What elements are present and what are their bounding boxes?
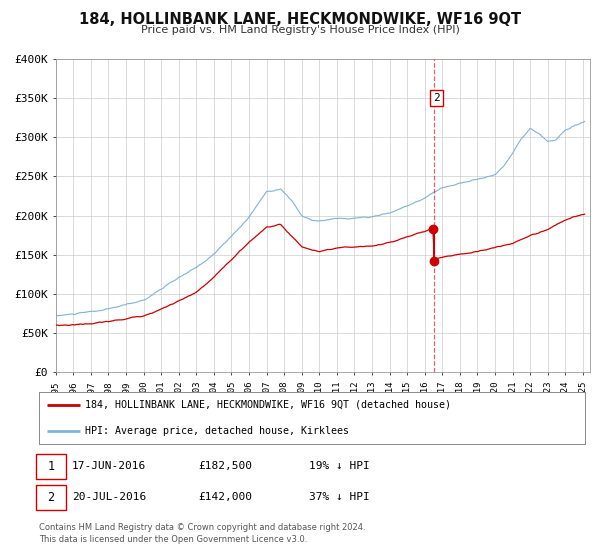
Text: 1: 1 — [47, 460, 55, 473]
Text: 2: 2 — [433, 93, 440, 103]
Text: £142,000: £142,000 — [198, 492, 252, 502]
Text: 20-JUL-2016: 20-JUL-2016 — [72, 492, 146, 502]
Text: £182,500: £182,500 — [198, 461, 252, 472]
Text: HPI: Average price, detached house, Kirklees: HPI: Average price, detached house, Kirk… — [85, 426, 349, 436]
Text: 184, HOLLINBANK LANE, HECKMONDWIKE, WF16 9QT (detached house): 184, HOLLINBANK LANE, HECKMONDWIKE, WF16… — [85, 400, 451, 410]
Text: Price paid vs. HM Land Registry's House Price Index (HPI): Price paid vs. HM Land Registry's House … — [140, 25, 460, 35]
Text: 184, HOLLINBANK LANE, HECKMONDWIKE, WF16 9QT: 184, HOLLINBANK LANE, HECKMONDWIKE, WF16… — [79, 12, 521, 27]
Text: Contains HM Land Registry data © Crown copyright and database right 2024.: Contains HM Land Registry data © Crown c… — [39, 523, 365, 532]
Text: 17-JUN-2016: 17-JUN-2016 — [72, 461, 146, 472]
Text: 2: 2 — [47, 491, 55, 504]
Text: This data is licensed under the Open Government Licence v3.0.: This data is licensed under the Open Gov… — [39, 535, 307, 544]
Text: 37% ↓ HPI: 37% ↓ HPI — [309, 492, 370, 502]
Text: 19% ↓ HPI: 19% ↓ HPI — [309, 461, 370, 472]
